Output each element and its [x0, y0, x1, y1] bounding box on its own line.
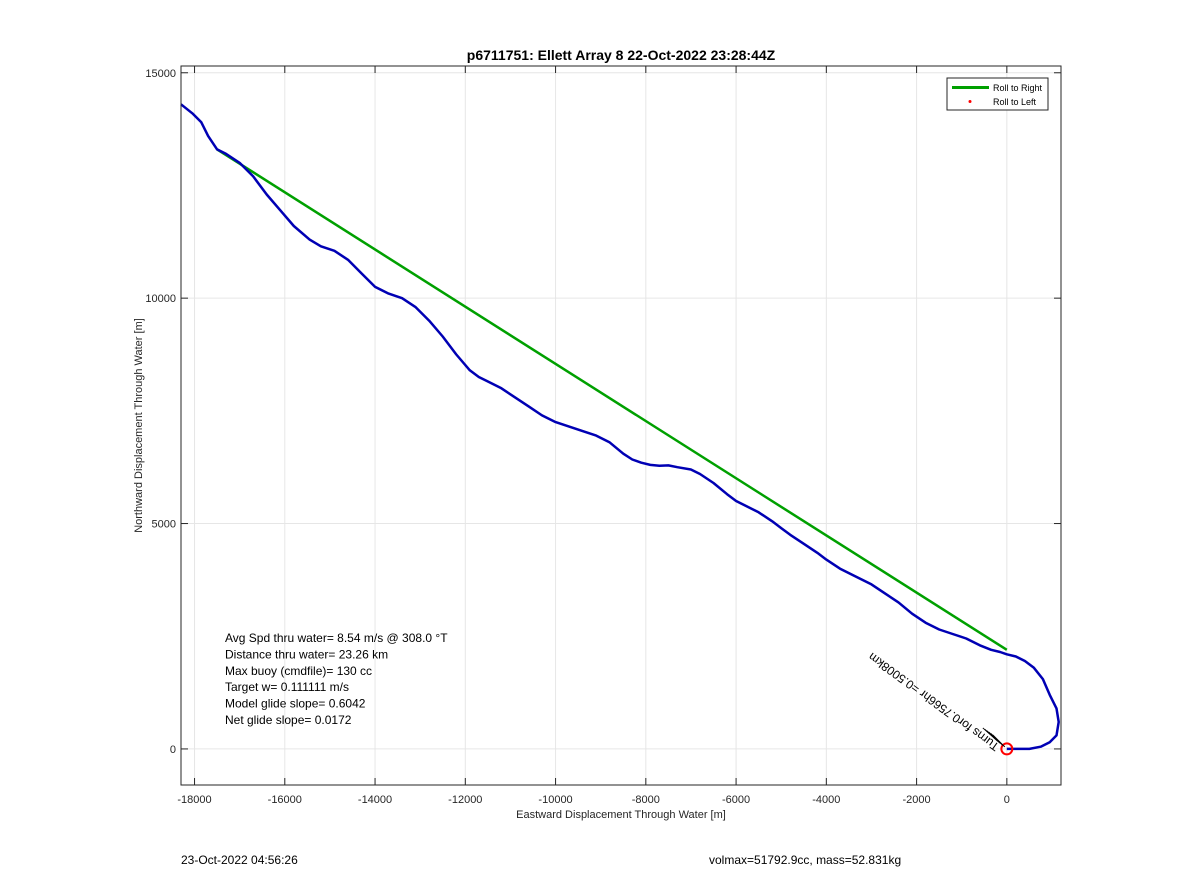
stats-annotation-line: Distance thru water= 23.26 km — [225, 647, 388, 661]
stats-annotation-line: Avg Spd thru water= 8.54 m/s @ 308.0 °T — [225, 631, 448, 645]
chart-title: p6711751: Ellett Array 8 22-Oct-2022 23:… — [467, 47, 776, 63]
legend-box — [946, 77, 1049, 111]
y-tick-label: 15000 — [145, 68, 176, 80]
series-line-green — [216, 148, 1008, 651]
legend: Roll to Right Roll to Left — [946, 77, 1049, 111]
turn-tick — [982, 727, 998, 742]
stats-annotation-line: Model glide slope= 0.6042 — [225, 697, 366, 711]
stats-annotation-line: Max buoy (cmdfile)= 130 cc — [225, 664, 372, 678]
x-tick-label: -16000 — [268, 794, 302, 806]
axes-box — [180, 65, 1062, 786]
x-tick-label: -14000 — [358, 794, 392, 806]
plot-series — [180, 103, 1060, 751]
stats-annotations: Avg Spd thru water= 8.54 m/s @ 308.0 °T D… — [225, 631, 448, 727]
stats-annotation-line: Target w= 0.111111 m/s — [225, 680, 349, 694]
grid — [181, 66, 1061, 785]
footer-timestamp: 23-Oct-2022 04:56:26 — [181, 853, 298, 867]
y-tick-labels: 0 5000 10000 15000 — [145, 68, 176, 756]
x-tick-label: -4000 — [812, 794, 840, 806]
x-tick-label: -12000 — [448, 794, 482, 806]
x-tick-label: -10000 — [538, 794, 572, 806]
stats-annotation-line: Net glide slope= 0.0172 — [225, 713, 352, 727]
y-axis-label: Northward Displacement Through Water [m] — [133, 318, 145, 533]
plot-markers — [982, 727, 1014, 756]
x-axis-label: Eastward Displacement Through Water [m] — [516, 809, 726, 821]
x-tick-label: -8000 — [632, 794, 660, 806]
x-tick-labels: -18000 -16000 -14000 -12000 -10000 -8000 -6000… — [177, 794, 1010, 806]
legend-swatch-roll-left — [968, 100, 972, 103]
legend-label-roll-left: Roll to Left — [993, 97, 1037, 107]
x-tick-label: -2000 — [903, 794, 931, 806]
y-tick-label: 5000 — [152, 519, 176, 531]
y-tick-label: 10000 — [145, 293, 176, 305]
series-line-blue — [180, 103, 1060, 751]
axes — [180, 65, 1062, 786]
legend-label-roll-right: Roll to Right — [993, 83, 1043, 93]
end-marker-circle — [1000, 742, 1014, 756]
footer-volume-mass: volmax=51792.9cc, mass=52.831kg — [709, 853, 902, 867]
y-tick-label: 0 — [170, 744, 176, 756]
x-tick-label: 0 — [1004, 794, 1010, 806]
x-tick-label: -18000 — [177, 794, 211, 806]
x-tick-label: -6000 — [722, 794, 750, 806]
